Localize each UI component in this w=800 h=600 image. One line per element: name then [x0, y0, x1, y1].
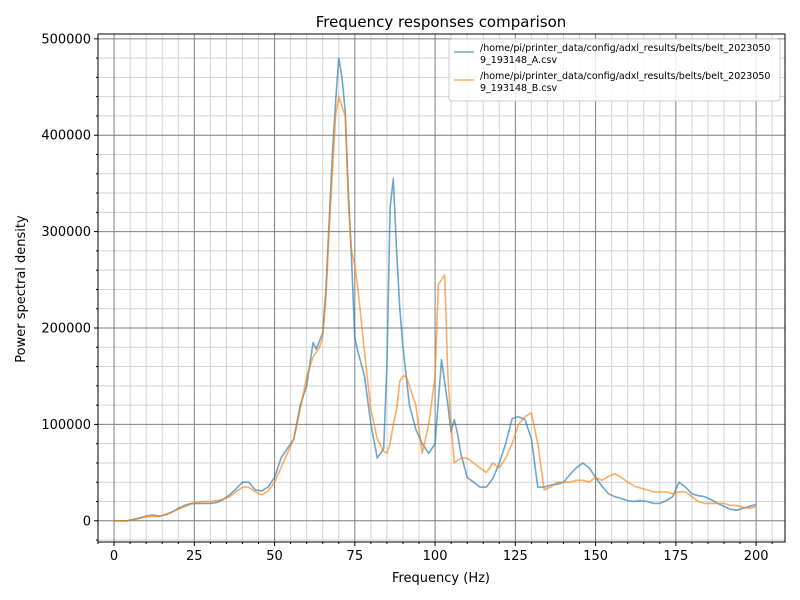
y-tick-label: 300000 — [41, 225, 91, 240]
y-tick-label: 0 — [83, 514, 91, 529]
legend-box — [448, 38, 781, 102]
y-ticks: 0 100000 200000 300000 400000 500000 — [41, 32, 98, 541]
x-tick-label: 100 — [423, 549, 448, 564]
legend-label-b: /home/pi/printer_data/config/adxl_result… — [480, 71, 770, 82]
series-line-b — [114, 95, 757, 522]
x-tick-label: 125 — [503, 549, 528, 564]
x-axis-label: Frequency (Hz) — [392, 571, 490, 586]
plot-frame — [97, 33, 786, 543]
x-tick-label: 175 — [663, 549, 688, 564]
x-tick-label: 50 — [266, 549, 283, 564]
major-grid — [98, 34, 785, 542]
legend-label-a: 9_193148_A.csv — [480, 55, 557, 66]
x-tick-label: 150 — [583, 549, 608, 564]
y-tick-label: 100000 — [41, 418, 91, 433]
legend-label-b: 9_193148_B.csv — [480, 83, 558, 94]
legend-label-a: /home/pi/printer_data/config/adxl_result… — [480, 43, 770, 54]
x-tick-label: 0 — [110, 549, 118, 564]
y-tick-label: 500000 — [41, 32, 91, 47]
series-line-a — [114, 57, 757, 522]
x-tick-label: 200 — [744, 549, 769, 564]
chart-title: Frequency responses comparison — [316, 13, 567, 31]
y-tick-label: 200000 — [41, 322, 91, 337]
y-axis-label: Power spectral density — [14, 215, 29, 363]
legend: /home/pi/printer_data/config/adxl_result… — [448, 38, 781, 102]
y-tick-label: 400000 — [41, 129, 91, 144]
x-ticks: 0 25 50 75 100 125 150 175 200 — [97, 542, 773, 564]
x-tick-label: 75 — [347, 549, 364, 564]
x-tick-label: 25 — [186, 549, 203, 564]
minor-grid — [97, 34, 785, 542]
